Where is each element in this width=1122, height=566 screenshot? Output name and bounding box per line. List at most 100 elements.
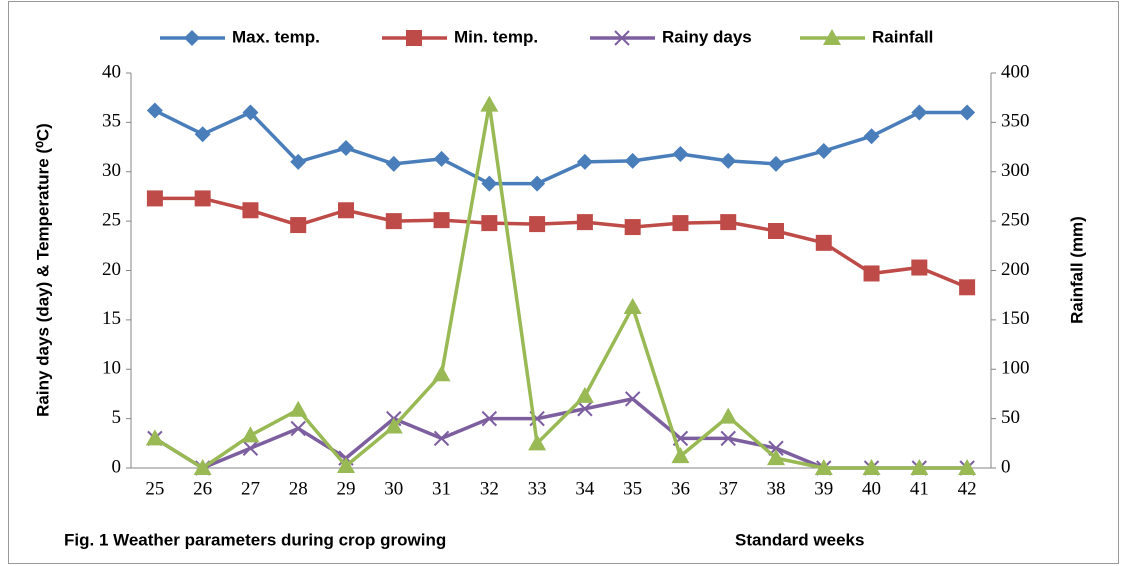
data-point (481, 175, 498, 192)
y2-tick-label: 150 (1001, 308, 1030, 329)
x-tick-label: 34 (575, 478, 595, 499)
y-axis-label: Rainy days (day) & Temperature (⁰C) (33, 123, 52, 417)
data-point (671, 447, 690, 464)
data-point (480, 95, 499, 112)
y-tick-label: 15 (102, 308, 121, 329)
data-point (767, 449, 785, 466)
data-point (338, 140, 354, 157)
y2-tick-label: 300 (1001, 160, 1030, 181)
data-point (385, 213, 402, 230)
data-point (146, 102, 163, 119)
y-tick-label: 0 (112, 456, 122, 477)
x-tick-label: 40 (862, 478, 881, 499)
data-point (576, 153, 593, 170)
y2-tick-label: 350 (1001, 111, 1030, 132)
data-point (528, 434, 547, 451)
y-tick-label: 40 (102, 61, 121, 82)
data-point (720, 430, 736, 447)
data-point (194, 190, 211, 207)
data-point (290, 420, 306, 437)
data-point (338, 202, 354, 219)
y-tick-label: 5 (112, 407, 122, 428)
data-point (624, 152, 641, 169)
x-tick-label: 36 (671, 478, 690, 499)
data-point (814, 459, 833, 475)
data-point (576, 214, 593, 231)
x-tick-label: 29 (337, 478, 356, 499)
data-point (194, 126, 211, 143)
caption: Fig. 1 Weather parameters during crop gr… (64, 530, 446, 549)
y2-tick-label: 100 (1001, 358, 1030, 379)
x-tick-label: 41 (910, 478, 929, 499)
x-tick-label: 26 (193, 478, 212, 499)
x-tick-label: 39 (814, 478, 833, 499)
data-point (768, 223, 784, 239)
y-tick-label: 10 (102, 358, 121, 379)
x-tick-label: 38 (767, 478, 786, 499)
y-tick-label: 20 (102, 259, 121, 280)
data-point (719, 407, 738, 424)
x-tick-label: 35 (623, 478, 642, 499)
data-point (145, 429, 164, 446)
y-tick-label: 35 (102, 111, 121, 132)
data-point (146, 190, 163, 207)
data-point (863, 265, 880, 282)
y2-tick-label: 200 (1001, 259, 1030, 280)
x-axis-label: Standard weeks (735, 530, 864, 549)
data-point (577, 401, 593, 417)
legend-label: Rainfall (872, 27, 933, 46)
data-point (575, 386, 594, 403)
legend-marker (406, 30, 422, 46)
y-tick-label: 30 (102, 160, 121, 181)
data-point (910, 459, 929, 475)
data-point (433, 150, 450, 167)
legend-marker (184, 30, 200, 46)
data-point (672, 215, 689, 232)
data-point (481, 410, 498, 427)
legend-label: Max. temp. (232, 27, 320, 46)
data-point (337, 457, 355, 474)
x-tick-label: 33 (528, 478, 547, 499)
data-point (481, 215, 498, 232)
x-tick-label: 31 (432, 478, 451, 499)
data-point (193, 459, 212, 475)
y2-axis-label: Rainfall (mm) (1067, 216, 1086, 324)
data-point (959, 279, 976, 296)
data-point (529, 216, 546, 233)
data-point (242, 202, 259, 219)
data-point (289, 400, 308, 417)
y-tick-label: 25 (102, 209, 121, 230)
data-point (433, 212, 450, 229)
data-point (623, 298, 642, 315)
chart-border (8, 1, 1119, 564)
data-point (959, 104, 976, 121)
data-point (624, 391, 641, 407)
data-point (911, 259, 928, 276)
series-line (153, 102, 968, 470)
data-point (863, 128, 880, 145)
legend-label: Min. temp. (454, 27, 538, 46)
x-tick-label: 42 (958, 478, 977, 499)
y2-tick-label: 0 (1001, 456, 1011, 477)
x-tick-label: 37 (719, 478, 738, 499)
data-point (720, 214, 737, 231)
data-point (384, 417, 403, 434)
y2-tick-label: 50 (1001, 407, 1020, 428)
x-tick-label: 28 (289, 478, 308, 499)
data-point (241, 426, 260, 443)
data-point (432, 365, 451, 382)
data-point (242, 104, 259, 121)
y2-tick-label: 250 (1001, 209, 1030, 230)
data-point (911, 104, 928, 121)
data-point (768, 155, 784, 172)
data-point (290, 153, 307, 170)
data-point (385, 155, 402, 172)
data-point (862, 459, 881, 475)
data-point (290, 217, 307, 234)
series-line (154, 108, 968, 186)
y2-tick-label: 400 (1001, 61, 1030, 82)
x-tick-label: 32 (480, 478, 499, 499)
data-point (958, 459, 977, 475)
legend-marker (823, 29, 841, 45)
